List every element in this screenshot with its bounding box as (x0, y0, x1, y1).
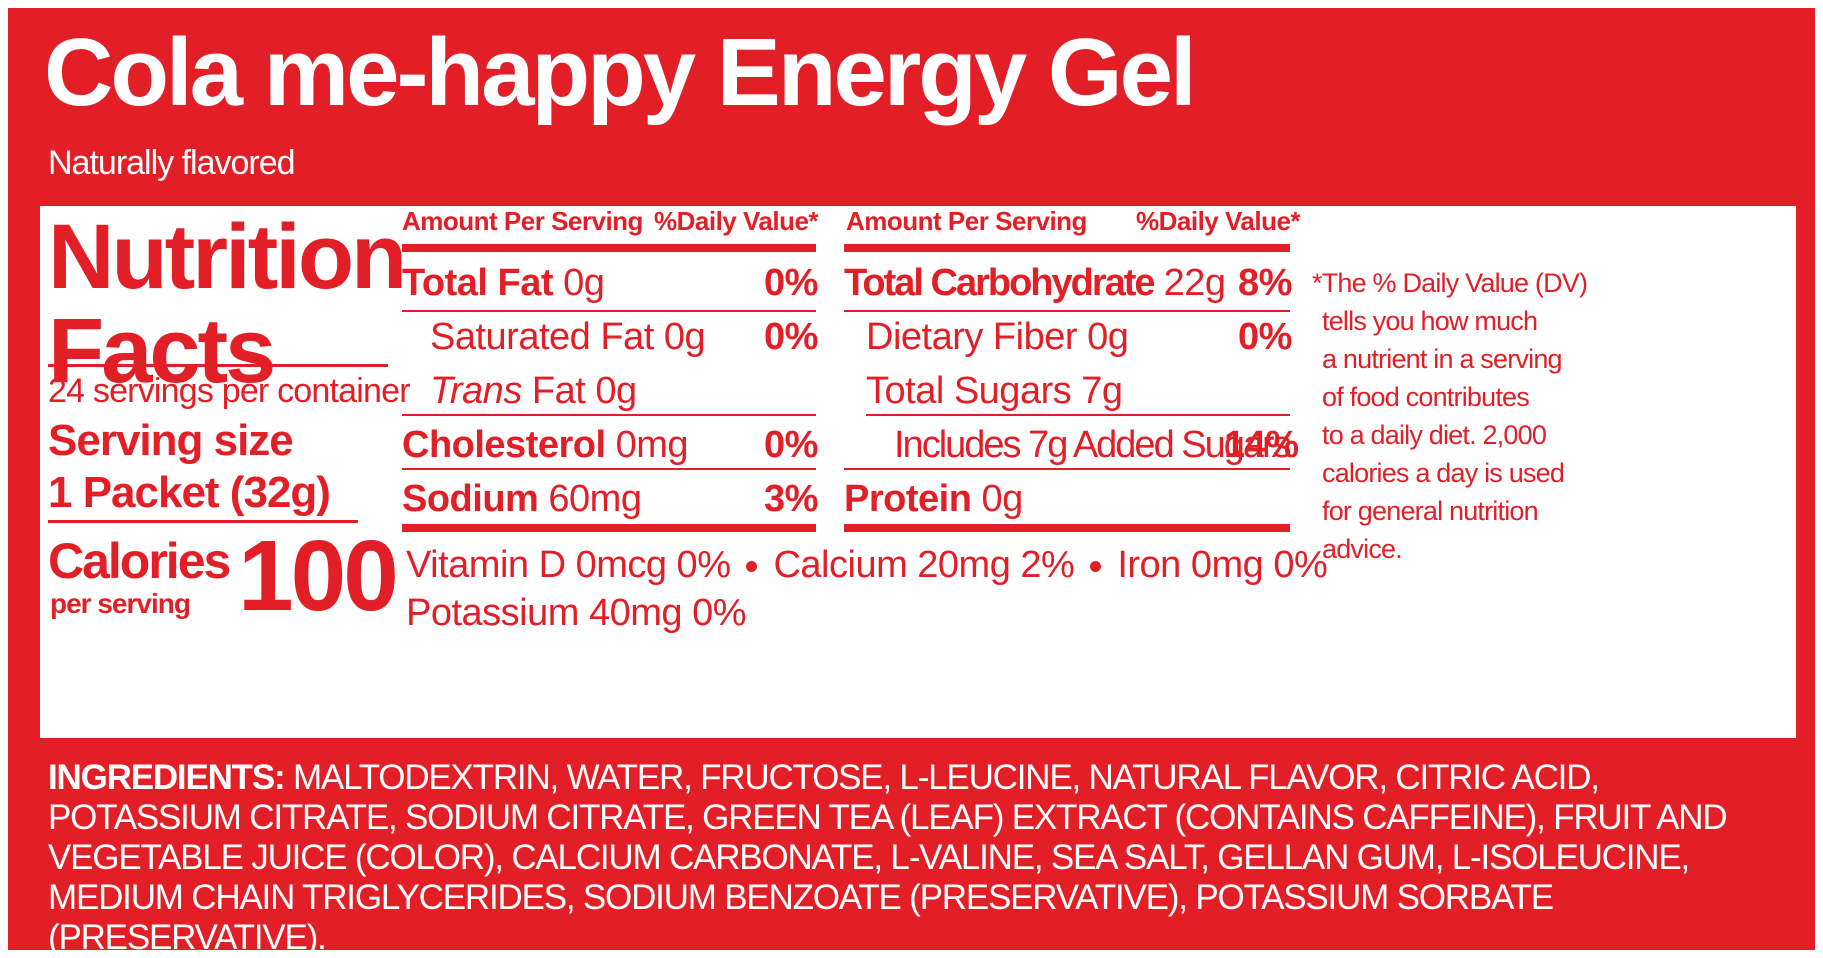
left-header-amount: Amount Per Serving (402, 206, 643, 236)
serving-size-label: Serving size (48, 416, 294, 465)
thick-divider (402, 524, 816, 532)
thick-divider (402, 244, 816, 252)
divider (844, 468, 1290, 470)
left-header-dv: %Daily Value* (654, 206, 819, 236)
thick-divider (844, 524, 1290, 532)
row-protein: Protein 0g (844, 478, 1023, 520)
daily-value-footnote: *The % Daily Value (DV) tells you how mu… (1312, 268, 1588, 564)
row-total-fat: Total Fat 0g (402, 262, 605, 304)
facts-panel: Nutrition Facts 24 servings per containe… (40, 206, 1796, 738)
nutrition-label: Cola me-happy Energy Gel Naturally flavo… (6, 6, 1817, 957)
right-header-dv: %Daily Value* (1136, 206, 1301, 236)
calcium: Calcium 20mg 2% (773, 544, 1075, 586)
divider (48, 364, 388, 367)
calories-label: Calories (48, 533, 231, 589)
row-sodium: Sodium 60mg (402, 478, 642, 520)
row-total-carbohydrate: Total Carbohydrate 22g (844, 262, 1226, 304)
row-total-sugars: Total Sugars 7g (866, 370, 1123, 412)
product-title: Cola me-happy Energy Gel (44, 19, 1197, 126)
calories-value: 100 (238, 520, 399, 632)
dv-sodium: 3% (764, 478, 818, 520)
iron: Iron 0mg 0% (1117, 544, 1328, 586)
bullet-icon (1090, 561, 1102, 573)
dv-dietary-fiber: 0% (1238, 316, 1292, 358)
ingredients-text: MALTODEXTRIN, WATER, FRUCTOSE, L-LEUCINE… (48, 758, 1728, 957)
row-cholesterol: Cholesterol 0mg (402, 424, 689, 466)
dv-added-sugars: 14% (1224, 424, 1299, 466)
divider (402, 414, 816, 416)
dv-total-fat: 0% (764, 262, 818, 304)
calories-sublabel: per serving (50, 588, 191, 619)
ingredients-list: INGREDIENTS: MALTODEXTRIN, WATER, FRUCTO… (48, 758, 1788, 958)
row-dietary-fiber: Dietary Fiber 0g (866, 316, 1129, 358)
heading-line-2: Facts (48, 300, 276, 402)
micronutrients-line-1: Vitamin D 0mcg 0% Calcium 20mg 2% Iron 0mg… (406, 544, 1328, 587)
heading-line-1: Nutrition (48, 206, 407, 308)
divider (402, 310, 816, 312)
product-subtitle: Naturally flavored (48, 144, 296, 182)
row-trans-fat: Trans Fat 0g (430, 370, 637, 412)
divider (48, 520, 358, 523)
row-added-sugars: Includes 7g Added Sugars (894, 424, 1292, 466)
ingredients-label: INGREDIENTS: (48, 758, 286, 797)
thick-divider (844, 244, 1290, 252)
right-header-amount: Amount Per Serving (846, 206, 1087, 236)
nutrition-facts-heading: Nutrition Facts (48, 206, 407, 402)
vitamin-d: Vitamin D 0mcg 0% (406, 544, 731, 586)
divider (402, 468, 816, 470)
dv-total-carbohydrate: 8% (1238, 262, 1292, 304)
serving-size-value: 1 Packet (32g) (48, 468, 331, 517)
micronutrients-line-2: Potassium 40mg 0% (406, 592, 747, 634)
divider (844, 310, 1290, 312)
row-saturated-fat: Saturated Fat 0g (430, 316, 706, 358)
dv-cholesterol: 0% (764, 424, 818, 466)
dv-saturated-fat: 0% (764, 316, 818, 358)
divider (866, 414, 1290, 416)
bullet-icon (746, 561, 758, 573)
servings-per-container: 24 servings per container (48, 372, 411, 410)
